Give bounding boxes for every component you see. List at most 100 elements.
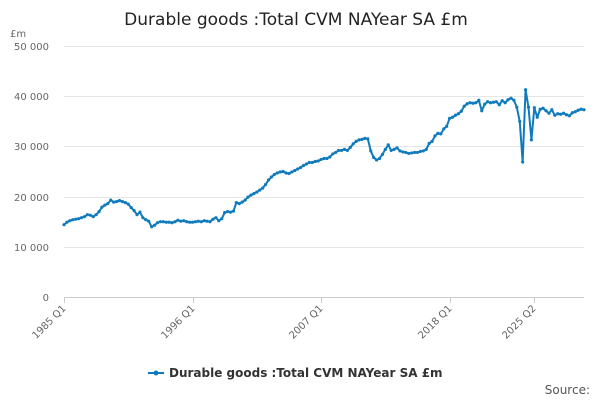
data-point[interactable] bbox=[436, 131, 440, 135]
data-point[interactable] bbox=[220, 217, 224, 221]
data-point[interactable] bbox=[538, 107, 542, 111]
data-point[interactable] bbox=[559, 112, 563, 116]
data-point[interactable] bbox=[188, 220, 192, 224]
data-point[interactable] bbox=[521, 160, 525, 164]
data-point[interactable] bbox=[176, 218, 180, 222]
data-point[interactable] bbox=[415, 150, 420, 155]
data-point[interactable] bbox=[567, 114, 571, 118]
data-point[interactable] bbox=[310, 160, 314, 165]
data-point[interactable] bbox=[322, 156, 326, 161]
data-point[interactable] bbox=[205, 219, 209, 223]
data-point[interactable] bbox=[287, 171, 291, 176]
data-point[interactable] bbox=[269, 175, 274, 179]
data-point[interactable] bbox=[158, 220, 162, 224]
data-point[interactable] bbox=[348, 145, 352, 149]
data-point[interactable] bbox=[410, 151, 414, 155]
data-point[interactable] bbox=[246, 195, 250, 199]
data-point[interactable] bbox=[471, 101, 475, 105]
data-point[interactable] bbox=[442, 127, 446, 131]
data-point[interactable] bbox=[281, 169, 285, 174]
data-point[interactable] bbox=[123, 201, 127, 205]
data-point[interactable] bbox=[439, 132, 443, 136]
data-point[interactable] bbox=[272, 172, 276, 177]
data-point[interactable] bbox=[421, 149, 425, 153]
data-point[interactable] bbox=[319, 157, 323, 162]
data-point[interactable] bbox=[544, 109, 548, 113]
data-point[interactable] bbox=[398, 149, 402, 153]
data-point[interactable] bbox=[258, 188, 262, 192]
data-point[interactable] bbox=[523, 88, 528, 92]
data-point[interactable] bbox=[532, 106, 536, 110]
data-point[interactable] bbox=[190, 220, 195, 224]
data-point[interactable] bbox=[299, 165, 303, 170]
data-point[interactable] bbox=[132, 209, 136, 213]
data-point[interactable] bbox=[550, 108, 554, 112]
data-point[interactable] bbox=[389, 148, 393, 153]
data-point[interactable] bbox=[331, 152, 335, 156]
data-point[interactable] bbox=[363, 136, 367, 140]
data-point[interactable] bbox=[231, 209, 236, 213]
data-point[interactable] bbox=[570, 111, 574, 115]
data-point[interactable] bbox=[208, 220, 212, 224]
data-point[interactable] bbox=[217, 219, 221, 223]
data-point[interactable] bbox=[293, 168, 297, 173]
data-point[interactable] bbox=[164, 220, 168, 224]
data-point[interactable] bbox=[202, 219, 206, 223]
data-point[interactable] bbox=[407, 151, 411, 156]
data-point[interactable] bbox=[249, 193, 253, 197]
data-point[interactable] bbox=[351, 142, 355, 146]
data-point[interactable] bbox=[307, 160, 311, 165]
data-point[interactable] bbox=[313, 159, 317, 164]
data-point[interactable] bbox=[392, 147, 396, 152]
data-point[interactable] bbox=[138, 210, 142, 214]
data-point[interactable] bbox=[94, 213, 98, 217]
data-point[interactable] bbox=[369, 149, 373, 153]
data-point[interactable] bbox=[337, 148, 341, 153]
data-point[interactable] bbox=[179, 219, 183, 223]
data-point[interactable] bbox=[424, 147, 428, 152]
data-point[interactable] bbox=[214, 216, 218, 220]
data-point[interactable] bbox=[290, 170, 294, 174]
data-point[interactable] bbox=[342, 147, 347, 152]
data-point[interactable] bbox=[301, 163, 306, 168]
data-point[interactable] bbox=[395, 146, 399, 150]
data-point[interactable] bbox=[266, 178, 271, 182]
data-point[interactable] bbox=[357, 138, 361, 142]
data-point[interactable] bbox=[88, 213, 92, 217]
data-point[interactable] bbox=[234, 201, 238, 205]
data-point[interactable] bbox=[486, 100, 490, 104]
data-point[interactable] bbox=[383, 147, 387, 152]
data-point[interactable] bbox=[112, 200, 116, 204]
data-point[interactable] bbox=[477, 98, 481, 102]
data-point[interactable] bbox=[141, 216, 145, 220]
data-point[interactable] bbox=[483, 102, 487, 106]
data-point[interactable] bbox=[561, 111, 566, 115]
data-point[interactable] bbox=[193, 220, 198, 224]
data-point[interactable] bbox=[199, 220, 203, 224]
data-point[interactable] bbox=[480, 109, 484, 113]
data-point[interactable] bbox=[79, 216, 84, 220]
data-point[interactable] bbox=[77, 217, 81, 221]
data-point[interactable] bbox=[497, 103, 501, 107]
data-point[interactable] bbox=[526, 105, 531, 109]
data-point[interactable] bbox=[120, 200, 125, 204]
data-point[interactable] bbox=[62, 223, 66, 227]
data-point[interactable] bbox=[325, 156, 329, 161]
data-point[interactable] bbox=[547, 111, 551, 115]
data-point[interactable] bbox=[91, 215, 95, 219]
data-point[interactable] bbox=[155, 221, 160, 225]
data-point[interactable] bbox=[65, 220, 69, 224]
data-point[interactable] bbox=[100, 205, 104, 209]
data-point[interactable] bbox=[106, 202, 110, 206]
data-point[interactable] bbox=[506, 98, 510, 102]
data-point[interactable] bbox=[129, 206, 133, 210]
data-point[interactable] bbox=[372, 155, 376, 160]
data-point[interactable] bbox=[453, 113, 458, 117]
data-point[interactable] bbox=[126, 202, 130, 206]
data-point[interactable] bbox=[240, 200, 244, 204]
data-point[interactable] bbox=[275, 171, 279, 175]
data-point[interactable] bbox=[404, 150, 408, 155]
data-point[interactable] bbox=[474, 101, 478, 105]
data-point[interactable] bbox=[196, 219, 200, 223]
data-point[interactable] bbox=[255, 190, 259, 194]
